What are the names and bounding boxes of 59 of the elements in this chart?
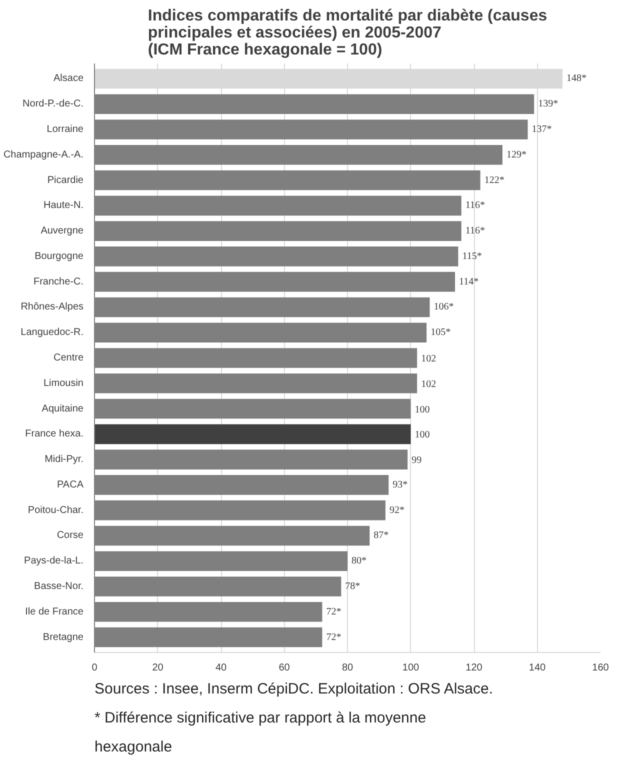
data-label: 116* (465, 226, 485, 237)
data-label: 106* (434, 302, 454, 313)
y-tick-label: Pays-de-la-L. (24, 556, 84, 567)
data-label: 122* (484, 174, 504, 186)
data-label: 105* (430, 327, 451, 338)
data-label: 148* (566, 73, 587, 84)
data-label: 80* (352, 556, 366, 567)
data-label: 102 (421, 378, 436, 390)
data-label: 87* (374, 530, 389, 542)
data-label: 114* (459, 276, 479, 288)
x-tick-label: 60 (278, 662, 290, 674)
y-tick-label: Languedoc-R. (20, 327, 84, 338)
y-tick-label: Picardie (47, 174, 84, 186)
y-tick-label: Alsace (53, 73, 84, 84)
y-tick-label: Lorraine (46, 124, 84, 136)
data-label: 93* (392, 479, 408, 490)
y-tick-label: Corse (56, 530, 84, 542)
x-tick-label: 140 (528, 662, 546, 674)
source-note: Sources : Insee, Inserm CépiDC. Exploitation : ORS Alsace. (94, 680, 494, 698)
data-label: 115* (462, 250, 482, 262)
data-label: 99 (412, 455, 422, 466)
y-tick-label: Ile de France (25, 606, 84, 618)
data-label: 100 (414, 430, 430, 441)
data-label: 139* (538, 98, 558, 110)
x-tick-label: 0 (92, 662, 98, 674)
y-tick-label: Limousin (43, 378, 84, 389)
data-label: 137* (532, 124, 552, 136)
y-tick-label: Nord-P.-de-C. (22, 98, 84, 110)
text: * Différence significative par rapport à la moyenne hexagonale (94, 710, 426, 756)
data-label: 78* (345, 580, 360, 592)
y-tick-label: Aquitaine (42, 403, 84, 414)
y-tick-label: Poitou-Char. (28, 504, 84, 516)
data-label: 92* (389, 504, 404, 516)
x-tick-label: 20 (152, 662, 164, 674)
data-label: 72* (326, 632, 342, 643)
y-tick-label: Auvergne (40, 226, 84, 237)
chart-title: Indices comparatifs de mortalité par diabète (causes principales et associées) en 2005-2007 (ICM France hexagonale = 100) (148, 8, 548, 58)
y-tick-label: PACA (57, 479, 84, 490)
data-label: 116* (465, 200, 485, 212)
y-tick-label: Haute-N. (43, 200, 84, 212)
data-label: 102 (421, 354, 436, 364)
x-tick-label: 40 (215, 662, 227, 674)
y-tick-label: Rhônes-Alpes (20, 302, 84, 313)
bar (94, 424, 411, 444)
y-tick-label: Midi-Pyr. (44, 454, 84, 466)
data-label: 72* (326, 606, 342, 618)
y-tick-label: Champagne-A.-A. (3, 149, 84, 160)
data-label: 100 (414, 404, 430, 416)
x-tick-label: 120 (466, 662, 483, 674)
y-tick-label: France hexa. (25, 428, 84, 440)
x-tick-label: 80 (342, 662, 354, 674)
data-label: 129* (506, 149, 526, 160)
y-tick-label: Centre (53, 352, 84, 364)
y-tick-label: Bourgogne (34, 250, 84, 262)
x-tick-label: 100 (402, 662, 420, 674)
y-tick-label: Bretagne (42, 632, 84, 643)
y-tick-label: Franche-C. (33, 276, 84, 288)
x-tick-label: 160 (592, 662, 610, 674)
y-tick-label: Basse-Nor. (34, 580, 84, 592)
